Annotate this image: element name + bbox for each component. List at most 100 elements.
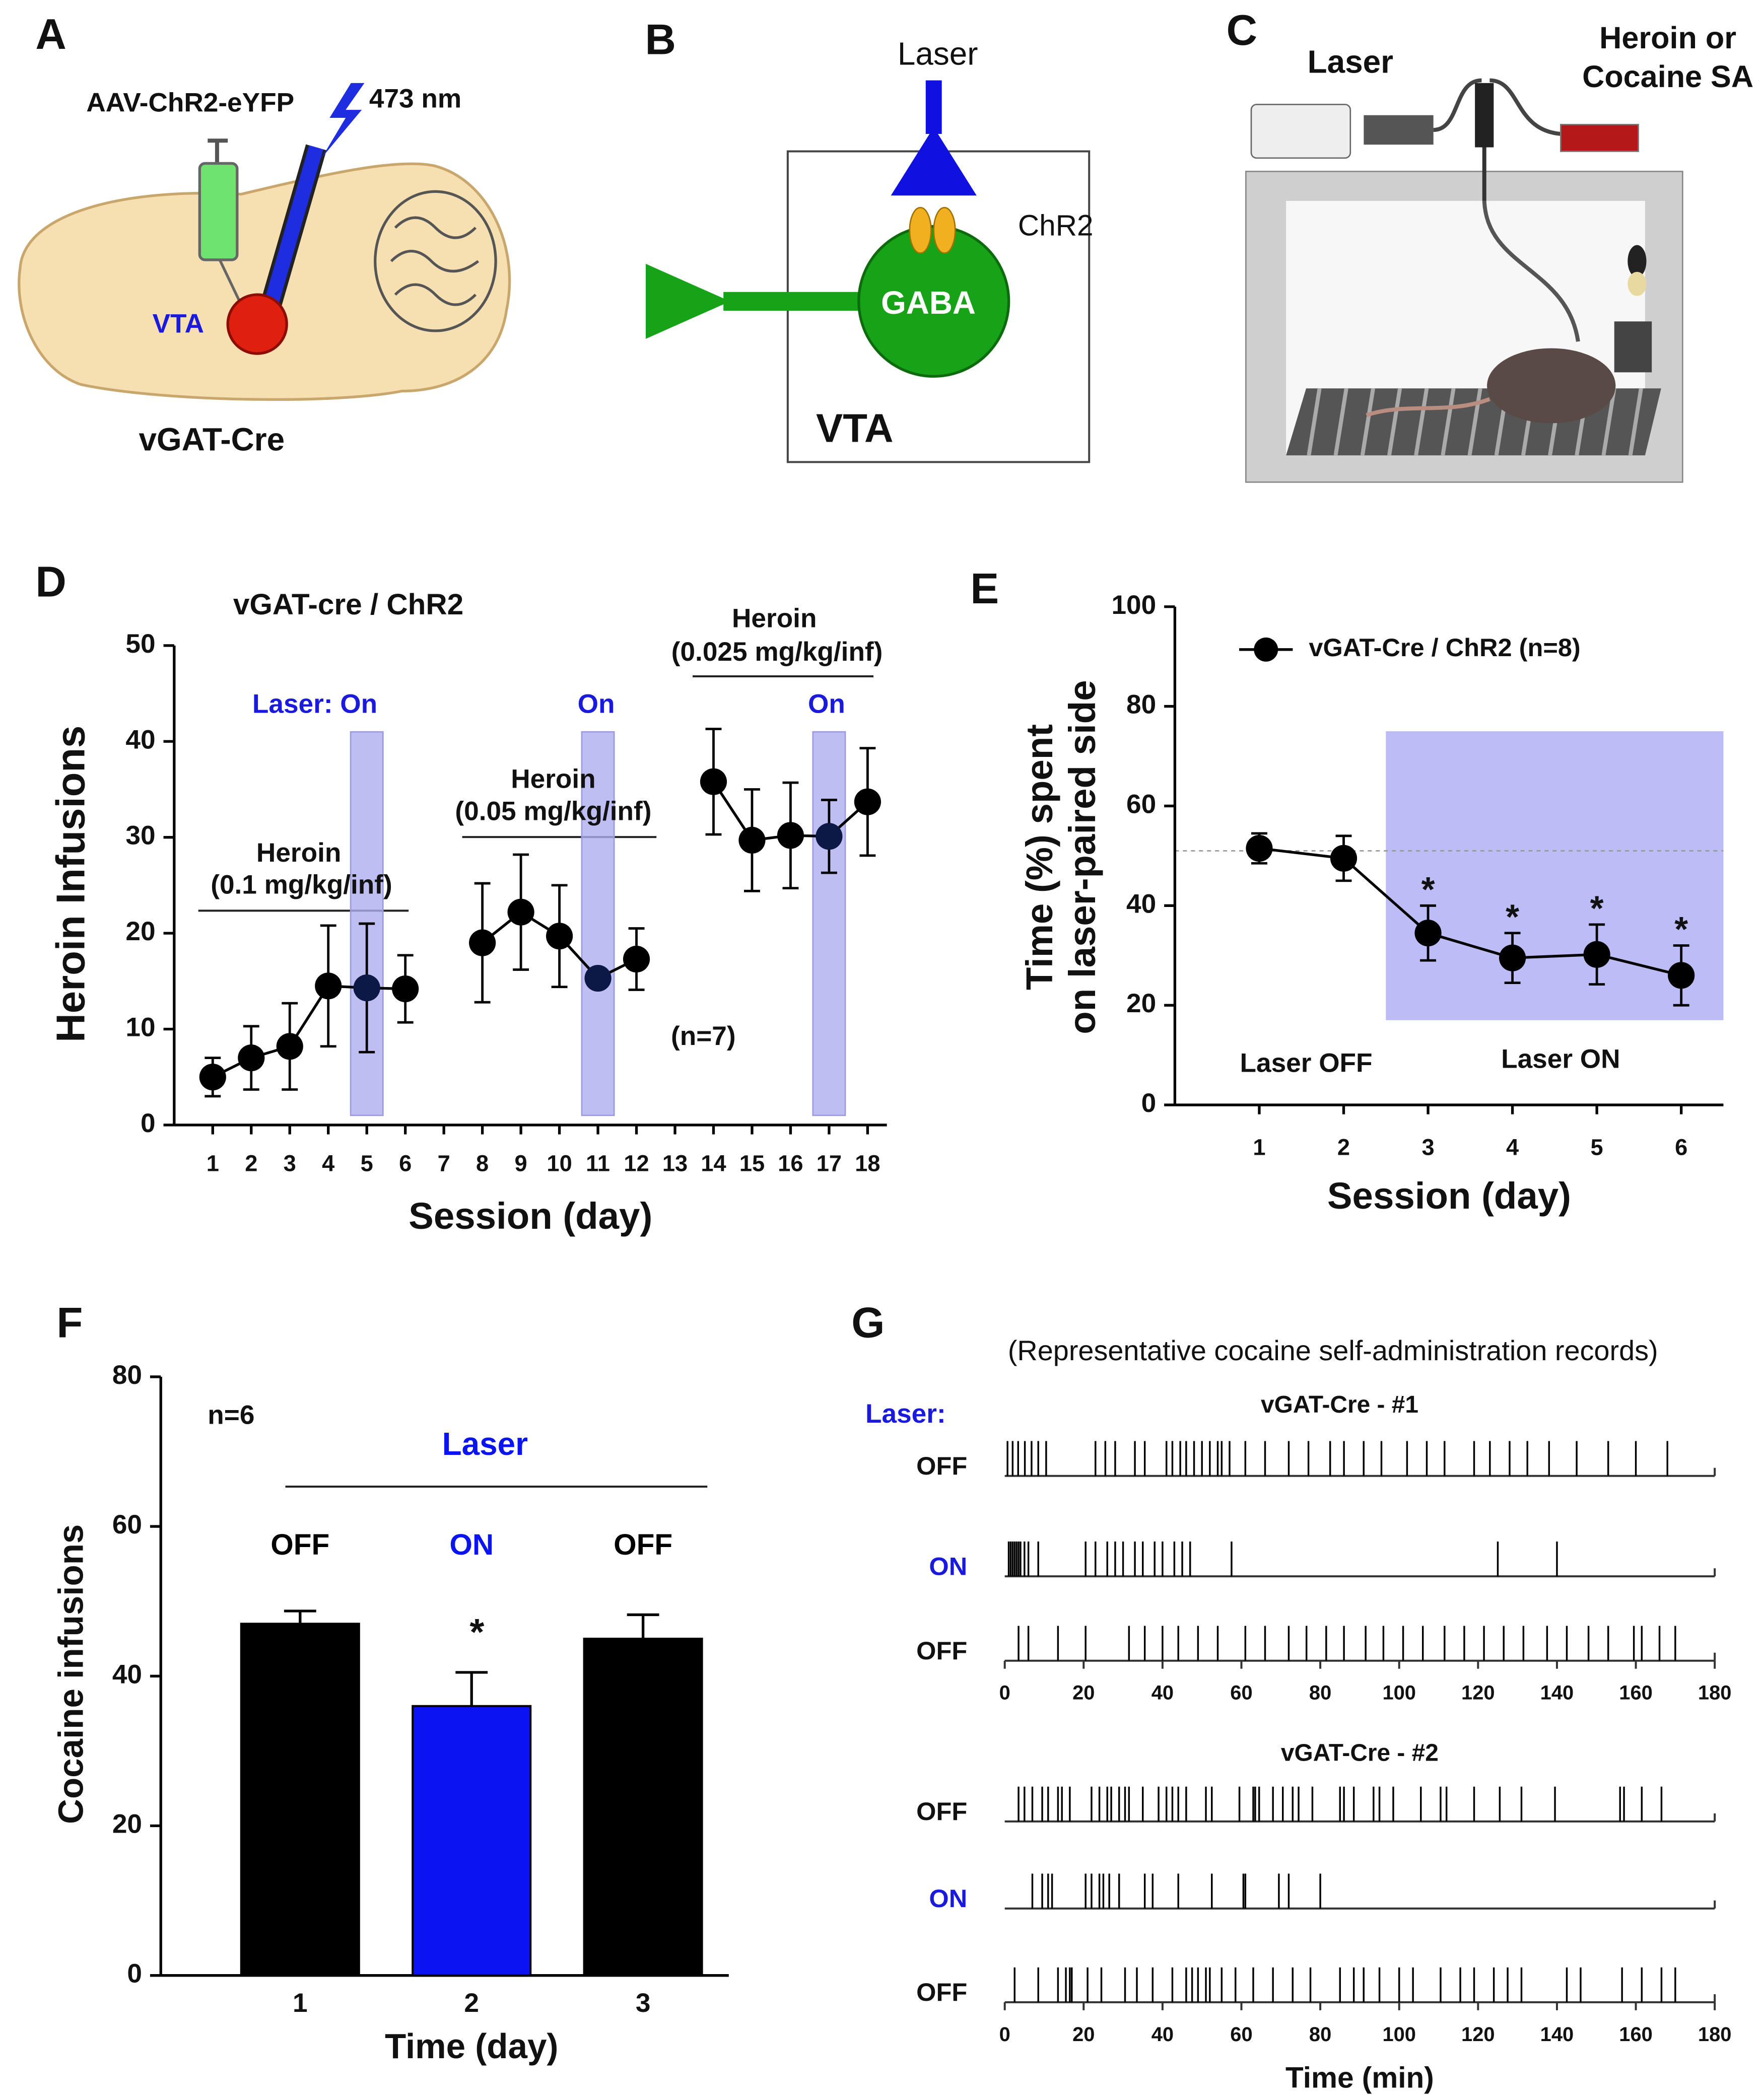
annotation: Heroin	[732, 603, 817, 633]
label: VTA	[816, 405, 894, 450]
axon-terminal	[645, 263, 730, 339]
x-tick-label: 5	[361, 1151, 373, 1176]
annotation: (0.025 mg/kg/inf)	[671, 637, 883, 667]
data-point	[738, 826, 766, 854]
y-tick-label: 40	[125, 725, 155, 754]
cue-light	[1628, 245, 1647, 277]
significance-mark: *	[469, 1611, 484, 1653]
label: ChR2	[1018, 209, 1094, 242]
label: Cocaine SA	[1582, 59, 1753, 94]
x-tick-label: 1	[1253, 1135, 1265, 1160]
x-tick-label: 4	[322, 1151, 334, 1176]
annotation: (0.1 mg/kg/inf)	[211, 870, 392, 900]
label: Laser	[1308, 44, 1393, 80]
x-tick-label: 40	[1151, 1682, 1174, 1704]
row-label: OFF	[916, 1978, 967, 2006]
chart-subtitle: vGAT-Cre - #2	[1281, 1740, 1439, 1767]
data-point	[1583, 941, 1610, 968]
y-axis-label: Cocaine infusions	[51, 1524, 91, 1824]
y-tick-label: 30	[125, 821, 155, 851]
panel-letter: B	[645, 16, 675, 64]
laser-band	[581, 731, 615, 1116]
x-tick-label: 8	[476, 1151, 489, 1176]
rat	[1487, 348, 1616, 424]
label: AAV-ChR2-eYFP	[86, 88, 294, 117]
data-point	[392, 975, 419, 1003]
significance-mark: *	[1674, 909, 1688, 949]
data-point	[199, 1064, 226, 1091]
x-tick-label: 80	[1309, 2023, 1331, 2046]
x-tick-label: 10	[547, 1151, 572, 1176]
x-tick-label: 1	[293, 1988, 308, 2018]
data-point	[546, 923, 573, 950]
y-tick-label: 40	[112, 1659, 142, 1689]
vta-site	[226, 293, 288, 355]
y-tick-label: 40	[1126, 889, 1156, 919]
y-tick-label: 0	[141, 1108, 156, 1138]
data-point	[816, 823, 843, 850]
x-tick-label: 20	[1072, 1682, 1095, 1704]
label: Laser	[898, 36, 978, 72]
x-tick-label: 1	[207, 1151, 219, 1176]
annotation: (n=7)	[671, 1021, 736, 1051]
data-point	[353, 974, 380, 1002]
y-tick-label: 20	[125, 917, 155, 946]
data-point	[1499, 944, 1526, 971]
annotation: Laser: On	[252, 689, 377, 719]
condition-label: ON	[449, 1528, 494, 1561]
laser-head	[1364, 115, 1434, 145]
x-axis-label: Session (day)	[409, 1195, 652, 1237]
data-point	[584, 964, 612, 992]
data-point	[469, 929, 496, 956]
significance-mark: *	[1421, 870, 1435, 909]
annotation: (0.05 mg/kg/inf)	[455, 796, 651, 826]
series-line	[1259, 847, 1682, 977]
x-tick-label: 2	[245, 1151, 257, 1176]
x-tick-label: 14	[701, 1151, 726, 1176]
laser-tip	[891, 127, 977, 196]
x-tick-label: 15	[739, 1151, 765, 1176]
x-tick-label: 100	[1382, 1682, 1416, 1704]
significance-mark: *	[1506, 897, 1519, 936]
swivel	[1475, 83, 1494, 148]
y-tick-label: 10	[125, 1013, 155, 1042]
condition-label: OFF	[270, 1528, 329, 1561]
panel-letter: D	[35, 558, 66, 606]
panel-letter: G	[851, 1299, 885, 1347]
y-tick-label: 60	[112, 1510, 142, 1539]
bar	[412, 1705, 532, 1977]
y-axis-label: on laser-paired side	[1061, 680, 1103, 1034]
x-tick-label: 2	[1337, 1135, 1350, 1160]
cable	[1433, 78, 1561, 136]
x-tick-label: 11	[586, 1151, 610, 1176]
x-tick-label: 100	[1382, 2023, 1416, 2046]
data-point	[777, 822, 804, 849]
x-tick-label: 0	[999, 2023, 1010, 2046]
laser-fiber	[925, 80, 942, 134]
bar	[240, 1623, 360, 1977]
annotation: Laser OFF	[1240, 1048, 1373, 1078]
y-tick-label: 60	[1126, 789, 1156, 819]
data-point	[276, 1033, 303, 1060]
panel-letter: E	[970, 565, 999, 613]
x-tick-label: 4	[1506, 1135, 1519, 1160]
x-tick-label: 5	[1591, 1135, 1603, 1160]
x-tick-label: 120	[1461, 2023, 1495, 2046]
y-axis-label: Heroin Infusions	[48, 726, 93, 1042]
x-tick-label: 140	[1540, 2023, 1574, 2046]
x-tick-label: 180	[1698, 2023, 1732, 2046]
y-tick-label: 0	[1141, 1088, 1157, 1118]
cerebellum	[374, 190, 497, 332]
chr2-channel	[933, 206, 956, 254]
panel-letter: A	[35, 11, 66, 58]
cerebellum-folds	[390, 216, 480, 306]
legend-marker	[1254, 637, 1278, 662]
row-label: ON	[929, 1552, 967, 1581]
legend-title: Laser:	[865, 1399, 946, 1429]
x-tick-label: 180	[1698, 1682, 1732, 1704]
x-tick-label: 9	[515, 1151, 527, 1176]
laser-band	[812, 731, 846, 1116]
x-tick-label: 18	[855, 1151, 880, 1176]
annotation: Laser ON	[1501, 1044, 1620, 1074]
data-point	[623, 945, 650, 973]
